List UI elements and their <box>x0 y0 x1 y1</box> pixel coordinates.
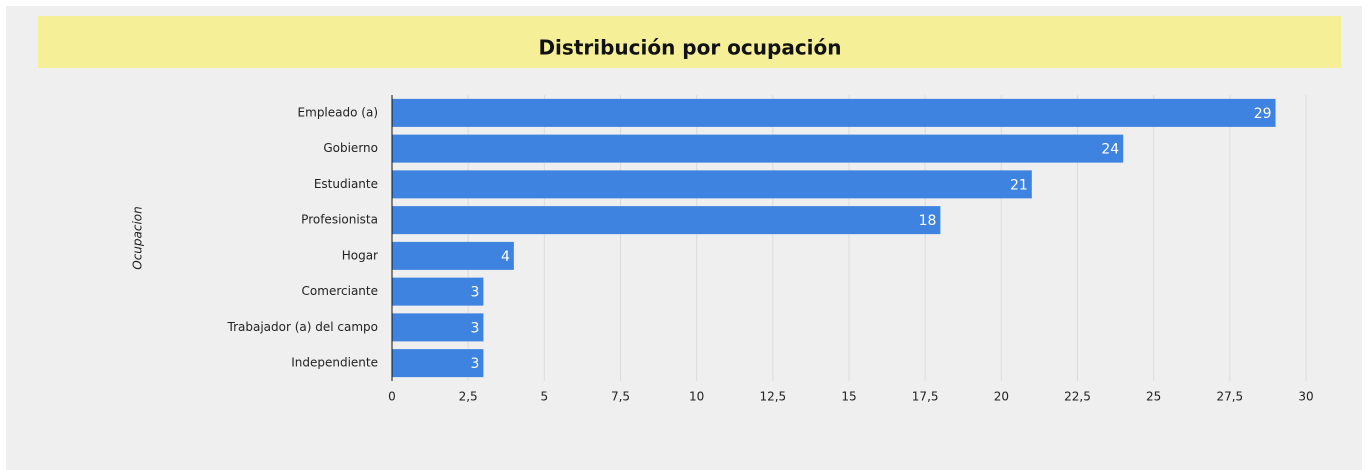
x-tick-label: 5 <box>541 390 549 404</box>
x-tick-label: 15 <box>841 390 856 404</box>
panel <box>6 6 1362 470</box>
x-tick-label: 12,5 <box>759 390 786 404</box>
y-tick-label: Trabajador (a) del campo <box>227 320 379 334</box>
y-tick-label: Comerciante <box>302 284 378 298</box>
data-label: 21 <box>1010 177 1028 193</box>
y-tick-label: Empleado (a) <box>298 105 378 119</box>
bar <box>392 349 484 378</box>
x-tick-label: 7,5 <box>611 390 630 404</box>
x-tick-label: 27,5 <box>1216 390 1243 404</box>
x-tick-label: 17,5 <box>912 390 939 404</box>
x-tick-label: 25 <box>1146 390 1161 404</box>
x-tick-label: 2,5 <box>459 390 478 404</box>
y-tick-label: Gobierno <box>323 141 378 155</box>
y-tick-label: Profesionista <box>301 213 378 227</box>
x-tick-label: 22,5 <box>1064 390 1091 404</box>
bar <box>392 277 484 306</box>
bar <box>392 98 1276 127</box>
y-tick-label: Hogar <box>342 248 378 262</box>
y-axis-label: Ocupacion <box>131 206 145 270</box>
title-banner <box>38 16 1341 68</box>
data-label: 4 <box>501 249 510 265</box>
x-tick-label: 30 <box>1298 390 1313 404</box>
bar <box>392 313 484 342</box>
data-label: 3 <box>470 285 479 301</box>
x-tick-label: 20 <box>994 390 1009 404</box>
bar <box>392 134 1124 163</box>
data-label: 29 <box>1254 106 1272 122</box>
bar <box>392 206 941 235</box>
x-tick-label: 0 <box>388 390 396 404</box>
data-label: 3 <box>470 356 479 372</box>
bar <box>392 241 514 270</box>
y-tick-label: Estudiante <box>314 177 378 191</box>
data-label: 24 <box>1101 142 1119 158</box>
data-label: 18 <box>919 213 937 229</box>
bar <box>392 170 1032 199</box>
data-label: 3 <box>470 320 479 336</box>
chart-title: Distribución por ocupación <box>538 36 841 60</box>
y-tick-label: Independiente <box>291 356 378 370</box>
x-tick-label: 10 <box>689 390 704 404</box>
